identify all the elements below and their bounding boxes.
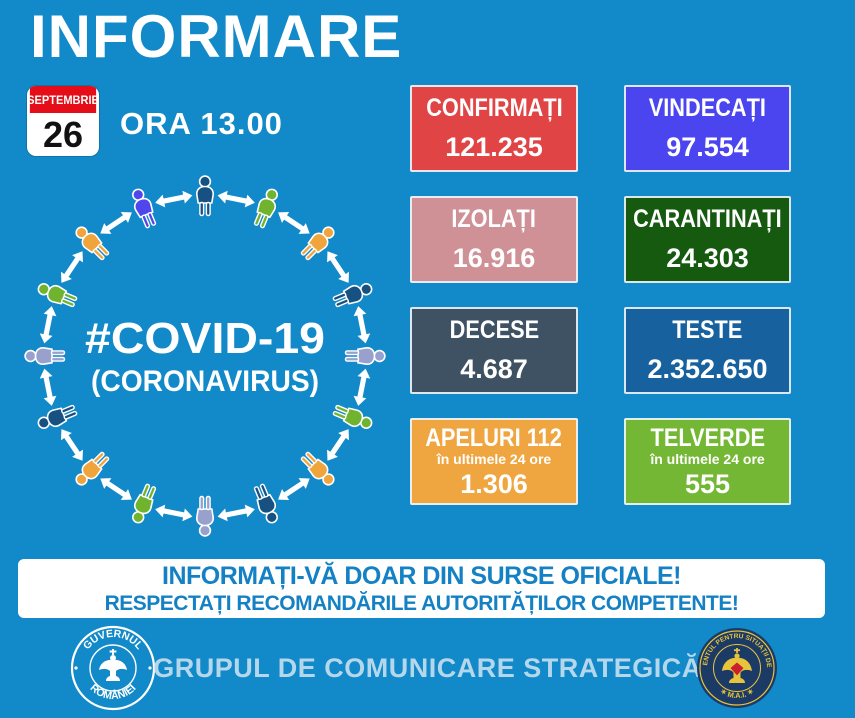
calendar-month: SEPTEMBRIE <box>27 86 99 113</box>
svg-text:ROMÂNIEI: ROMÂNIEI <box>88 682 139 702</box>
svg-text:✶ M.A.I. ✶: ✶ M.A.I. ✶ <box>719 686 756 700</box>
covid-subtitle: (CORONAVIRUS) <box>91 365 319 398</box>
person-icon <box>332 404 373 429</box>
person-icon <box>37 404 78 429</box>
double-arrow-icon <box>353 368 371 406</box>
double-arrow-icon <box>39 368 57 406</box>
stat-sublabel: în ultimele 24 ore <box>650 450 765 467</box>
stat-label: CONFIRMAȚI <box>425 94 563 122</box>
person-icon <box>24 346 66 366</box>
person-icon <box>75 226 110 261</box>
seal-text-mai: ✶ M.A.I. ✶ <box>719 686 756 700</box>
person-icon <box>300 451 335 486</box>
notice-line-1: INFORMAȚI-VĂ DOAR DIN SURSE OFICIALE! <box>162 561 682 590</box>
seal-text-bottom: ROMÂNIEI <box>88 682 139 702</box>
double-arrow-icon <box>327 251 349 283</box>
stat-label: TELVERDE <box>650 423 765 452</box>
person-icon <box>132 483 157 524</box>
stat-sublabel: în ultimele 24 ore <box>436 450 552 467</box>
double-arrow-icon <box>61 251 83 283</box>
double-arrow-icon <box>217 504 255 522</box>
stat-box-confirmati: CONFIRMAȚI 121.235 <box>410 85 578 172</box>
person-icon <box>332 283 373 308</box>
person-icon <box>253 483 278 524</box>
stat-label: CARANTINAȚI <box>633 205 782 233</box>
stat-value: 97.554 <box>666 132 749 162</box>
stat-label: IZOLAȚI <box>451 205 537 233</box>
stat-value: 2.352.650 <box>647 354 768 384</box>
person-icon <box>253 188 278 229</box>
stat-box-carantinati: CARANTINAȚI 24.303 <box>624 196 791 283</box>
person-icon <box>37 283 78 308</box>
seal-text-top: GUVERNUL <box>81 628 146 653</box>
stat-value: 24.303 <box>666 243 749 273</box>
double-arrow-icon <box>155 504 193 522</box>
footer-title: GRUPUL DE COMUNICARE STRATEGICĂ <box>153 653 702 683</box>
stat-label: VINDECAȚI <box>648 94 767 122</box>
stat-label: APELURI 112 <box>425 423 563 452</box>
person-icon <box>344 346 386 366</box>
svg-text:GUVERNUL: GUVERNUL <box>81 628 146 653</box>
calendar-icon: SEPTEMBRIE 26 <box>27 86 99 156</box>
stat-value: 555 <box>684 468 731 499</box>
stat-value: 16.916 <box>452 243 536 273</box>
double-arrow-icon <box>278 212 310 234</box>
stat-box-decese: DECESE 4.687 <box>410 307 578 394</box>
calendar-day: 26 <box>42 113 84 155</box>
double-arrow-icon <box>39 306 57 344</box>
double-arrow-icon <box>61 429 83 461</box>
guvernul-romaniei-seal: GUVERNUL ROMÂNIEI <box>70 625 156 711</box>
dsu-mai-seal: DEPARTAMENTUL PENTRU SITUAȚII DE URGENȚĂ… <box>697 628 777 708</box>
covid-hashtag-title: #COVID-19 <box>85 314 325 363</box>
stat-box-izolati: IZOLAȚI 16.916 <box>410 196 578 283</box>
double-arrow-icon <box>353 306 371 344</box>
eagle-emblem-icon <box>99 649 127 681</box>
notice-banner: INFORMAȚI-VĂ DOAR DIN SURSE OFICIALE! RE… <box>18 559 825 618</box>
stat-value: 1.306 <box>460 468 528 499</box>
double-arrow-icon <box>327 429 349 461</box>
stat-box-teste: TESTE 2.352.650 <box>624 307 791 394</box>
person-icon <box>195 175 215 217</box>
notice-line-2: RESPECTAȚI RECOMANDĂRILE AUTORITĂȚILOR C… <box>104 591 739 615</box>
gold-eagle-emblem-icon <box>722 648 752 683</box>
person-icon <box>75 451 110 486</box>
person-icon <box>132 188 157 229</box>
double-arrow-icon <box>155 190 193 208</box>
double-arrow-icon <box>278 478 310 500</box>
person-icon <box>195 495 215 537</box>
stat-value: 4.687 <box>460 354 528 384</box>
double-arrow-icon <box>217 190 255 208</box>
double-arrow-icon <box>100 478 132 500</box>
stat-value: 121.235 <box>445 132 543 162</box>
stat-label: DECESE <box>449 316 539 344</box>
stat-box-apeluri-112: APELURI 112 în ultimele 24 ore 1.306 <box>410 418 578 505</box>
page-title: INFORMARE <box>30 3 403 70</box>
double-arrow-icon <box>100 212 132 234</box>
covid-circle-diagram: #COVID-19 (CORONAVIRUS) <box>24 175 386 537</box>
time-label: ORA 13.00 <box>120 106 283 141</box>
stat-box-vindecati: VINDECAȚI 97.554 <box>624 85 791 172</box>
person-icon <box>300 226 335 261</box>
stat-box-telverde: TELVERDE în ultimele 24 ore 555 <box>624 418 791 505</box>
stat-label: TESTE <box>672 316 743 344</box>
stats-grid: CONFIRMAȚI 121.235 VINDECAȚI 97.554 IZOL… <box>410 85 791 505</box>
